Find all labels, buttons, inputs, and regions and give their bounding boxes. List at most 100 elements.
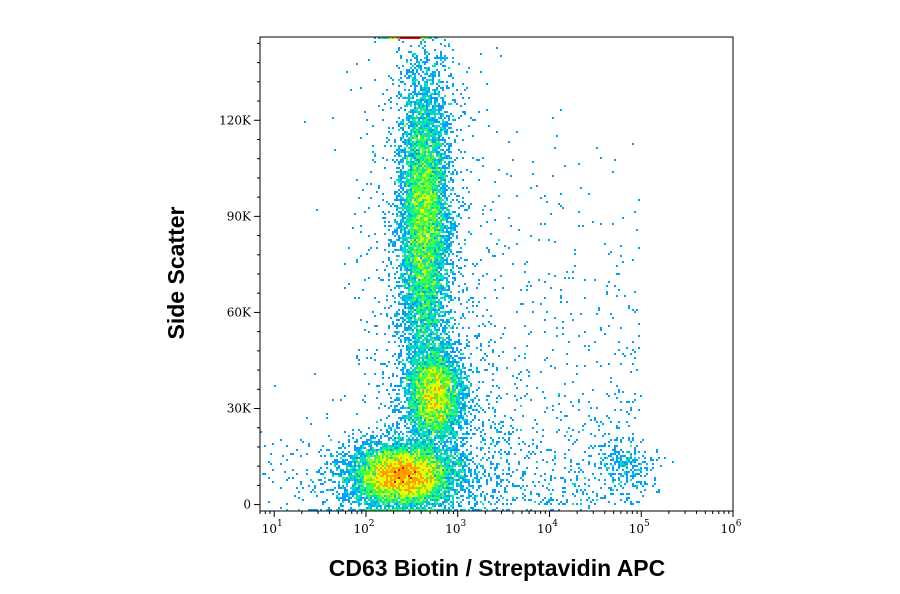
density-cell (400, 381, 402, 383)
density-cell (430, 249, 432, 251)
density-cell (436, 187, 438, 189)
density-cell (450, 417, 452, 419)
density-cell (400, 191, 402, 193)
density-cell (416, 411, 418, 413)
density-cell (422, 327, 424, 329)
density-cell (400, 151, 402, 153)
density-cell (436, 257, 438, 259)
density-cell (522, 415, 524, 417)
density-cell (422, 211, 424, 213)
density-cell (428, 291, 430, 293)
density-cell (428, 357, 430, 359)
density-cell (470, 421, 472, 423)
density-cell (400, 139, 402, 141)
density-cell (400, 411, 402, 413)
density-cell (590, 407, 592, 409)
density-cell (454, 407, 456, 409)
density-cell (452, 347, 454, 349)
density-cell (428, 273, 430, 275)
density-cell (440, 361, 442, 363)
density-cell (446, 243, 448, 245)
density-cell (436, 359, 438, 361)
density-cell (394, 37, 396, 39)
density-cell (352, 227, 354, 229)
density-cell (396, 271, 398, 273)
density-cell (332, 117, 334, 119)
density-cell (398, 265, 400, 267)
density-cell (396, 197, 398, 199)
density-cell (404, 421, 406, 423)
density-cell (420, 237, 422, 239)
density-cell (430, 223, 432, 225)
density-cell (486, 369, 488, 371)
density-cell (420, 75, 422, 77)
density-cell (406, 337, 408, 339)
density-cell (404, 319, 406, 321)
density-cell (416, 283, 418, 285)
density-cell (418, 311, 420, 313)
density-cell (444, 171, 446, 173)
density-cell (456, 215, 458, 217)
density-cell (440, 175, 442, 177)
density-cell (422, 97, 424, 99)
density-cell (544, 397, 546, 399)
density-cell (432, 105, 434, 107)
density-cell (422, 241, 424, 243)
density-cell (490, 323, 492, 325)
density-cell (420, 187, 422, 189)
density-cell (426, 123, 428, 125)
density-cell (400, 177, 402, 179)
density-cell (414, 337, 416, 339)
density-cell (462, 205, 464, 207)
density-cell (382, 261, 384, 263)
density-cell (552, 409, 554, 411)
density-cell (430, 165, 432, 167)
density-cell (424, 185, 426, 187)
density-cell (422, 139, 424, 141)
density-cell (408, 237, 410, 239)
density-cell (440, 307, 442, 309)
density-cell (448, 167, 450, 169)
density-cell (400, 273, 402, 275)
density-cell (434, 137, 436, 139)
density-cell (430, 389, 432, 391)
density-cell (422, 247, 424, 249)
density-cell (420, 259, 422, 261)
density-cell (434, 375, 436, 377)
density-cell (430, 181, 432, 183)
density-cell (424, 163, 426, 165)
density-cell (398, 91, 400, 93)
density-cell (456, 361, 458, 363)
density-cell (442, 223, 444, 225)
density-cell (406, 283, 408, 285)
density-cell (408, 205, 410, 207)
density-cell (422, 195, 424, 197)
density-cell (436, 131, 438, 133)
density-cell (428, 113, 430, 115)
density-cell (452, 83, 454, 85)
density-cell (400, 245, 402, 247)
density-cell (424, 63, 426, 65)
density-cell (442, 307, 444, 309)
density-cell (428, 269, 430, 271)
density-cell (448, 147, 450, 149)
density-cell (412, 399, 414, 401)
density-cell (418, 169, 420, 171)
density-cell (430, 401, 432, 403)
density-cell (632, 349, 634, 351)
density-cell (432, 331, 434, 333)
density-cell (432, 129, 434, 131)
density-cell (402, 187, 404, 189)
density-cell (588, 349, 590, 351)
density-cell (422, 87, 424, 89)
density-cell (428, 195, 430, 197)
density-cell (430, 411, 432, 413)
density-cell (436, 119, 438, 121)
density-cell (440, 241, 442, 243)
density-cell (396, 409, 398, 411)
density-cell (384, 221, 386, 223)
density-cell (372, 125, 374, 127)
density-cell (390, 239, 392, 241)
density-cell (410, 51, 412, 53)
density-cell (440, 219, 442, 221)
